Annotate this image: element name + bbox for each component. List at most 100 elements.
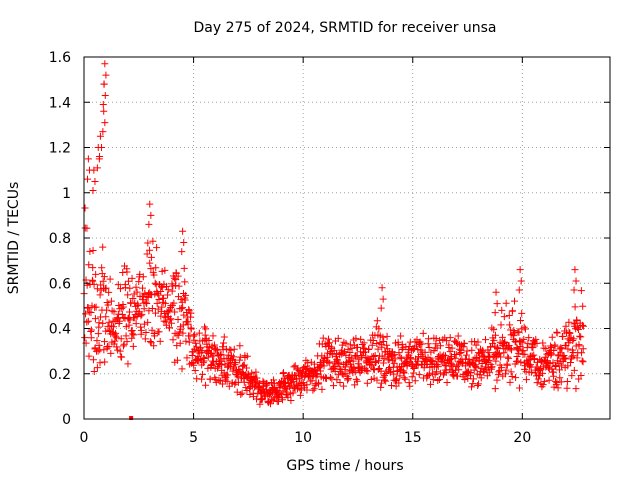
data-point [389, 351, 397, 359]
data-point [567, 359, 575, 367]
data-point [89, 264, 97, 272]
data-point [507, 368, 515, 376]
data-point [373, 317, 381, 325]
data-point [158, 303, 166, 311]
data-point [486, 368, 494, 376]
data-point [338, 341, 346, 349]
data-point [448, 360, 456, 368]
data-point [159, 283, 167, 291]
data-point [137, 323, 145, 331]
data-point [577, 372, 585, 380]
data-point [368, 341, 376, 349]
data-point [142, 328, 150, 336]
data-point [410, 364, 418, 372]
data-point [521, 350, 529, 358]
data-point [184, 320, 192, 328]
data-point [328, 375, 336, 383]
data-point [122, 332, 130, 340]
data-point [308, 377, 316, 385]
data-point [216, 351, 224, 359]
axis-ticks [83, 56, 610, 420]
data-point [156, 337, 164, 345]
data-point [556, 374, 564, 382]
data-point [502, 299, 510, 307]
data-point [161, 266, 169, 274]
data-point [107, 297, 115, 305]
data-point [171, 308, 179, 316]
data-point [378, 284, 386, 292]
data-point [501, 339, 509, 347]
data-point [167, 315, 175, 323]
data-point [92, 303, 100, 311]
data-point [239, 362, 247, 370]
data-point [514, 357, 522, 365]
data-point [244, 370, 252, 378]
data-point [99, 243, 107, 251]
data-point [103, 306, 111, 314]
y-tick-label: 1 [62, 186, 71, 202]
data-point [243, 352, 251, 360]
data-point [219, 346, 227, 354]
data-point [571, 266, 579, 274]
data-point [177, 295, 185, 303]
data-point [101, 60, 109, 68]
data-point [579, 322, 587, 330]
data-point [100, 80, 108, 88]
data-point [548, 333, 556, 341]
data-point [327, 348, 335, 356]
data-point [330, 382, 338, 390]
data-point [105, 288, 113, 296]
data-point [500, 349, 508, 357]
data-point [81, 334, 89, 342]
data-point [196, 356, 204, 364]
data-point [199, 359, 207, 367]
data-point [517, 277, 525, 285]
data-point [443, 378, 451, 386]
y-tick-label: 0 [62, 412, 71, 428]
data-point [256, 400, 264, 408]
data-point [182, 337, 190, 345]
data-point [174, 315, 182, 323]
data-point [419, 329, 427, 337]
data-point [579, 345, 587, 353]
data-point [224, 351, 232, 359]
data-point [478, 359, 486, 367]
data-point [442, 368, 450, 376]
data-point [551, 362, 559, 370]
data-point [242, 384, 250, 392]
data-point [448, 367, 456, 375]
data-point [136, 270, 144, 278]
data-point [431, 371, 439, 379]
data-point [167, 319, 175, 327]
data-point [137, 312, 145, 320]
data-point [202, 325, 210, 333]
data-point [296, 391, 304, 399]
data-point [493, 300, 501, 308]
data-point [99, 277, 107, 285]
outlier-point [129, 416, 134, 420]
data-point [233, 388, 241, 396]
data-point [190, 336, 198, 344]
data-point [504, 353, 512, 361]
data-point [494, 345, 502, 353]
data-point [232, 359, 240, 367]
data-point [124, 360, 132, 368]
data-point [181, 278, 189, 286]
data-point [516, 266, 524, 274]
data-point [483, 372, 491, 380]
data-point [153, 244, 161, 252]
data-point [213, 364, 221, 372]
data-point [124, 277, 132, 285]
data-point [568, 353, 576, 361]
data-point [262, 385, 270, 393]
x-tick-label: 15 [404, 430, 422, 446]
data-point [205, 336, 213, 344]
data-point [201, 331, 209, 339]
data-point [441, 352, 449, 360]
data-point [432, 368, 440, 376]
data-point [135, 278, 143, 286]
data-point [125, 308, 133, 316]
data-point [534, 375, 542, 383]
data-point [142, 298, 150, 306]
data-point [553, 329, 561, 337]
